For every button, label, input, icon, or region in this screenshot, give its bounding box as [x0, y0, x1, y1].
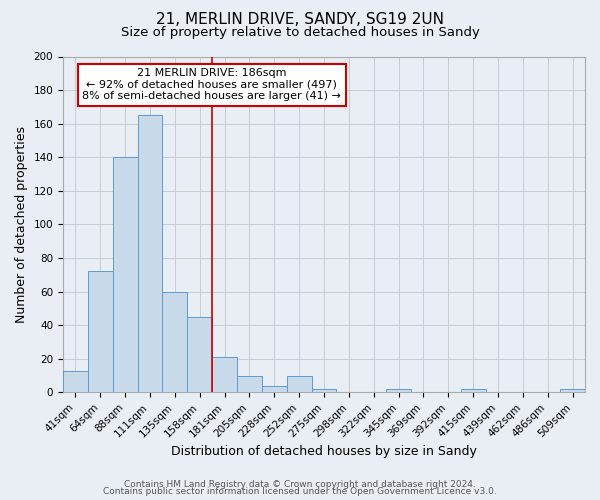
- Bar: [163, 292, 187, 392]
- Text: 21, MERLIN DRIVE, SANDY, SG19 2UN: 21, MERLIN DRIVE, SANDY, SG19 2UN: [156, 12, 444, 28]
- Bar: [237, 376, 262, 392]
- Text: Contains HM Land Registry data © Crown copyright and database right 2024.: Contains HM Land Registry data © Crown c…: [124, 480, 476, 489]
- Bar: [461, 389, 485, 392]
- Text: 21 MERLIN DRIVE: 186sqm
← 92% of detached houses are smaller (497)
8% of semi-de: 21 MERLIN DRIVE: 186sqm ← 92% of detache…: [82, 68, 341, 102]
- Text: Contains public sector information licensed under the Open Government Licence v3: Contains public sector information licen…: [103, 488, 497, 496]
- Bar: [560, 389, 585, 392]
- Bar: [88, 272, 113, 392]
- Bar: [287, 376, 311, 392]
- Bar: [187, 317, 212, 392]
- Bar: [262, 386, 287, 392]
- Bar: [212, 357, 237, 392]
- X-axis label: Distribution of detached houses by size in Sandy: Distribution of detached houses by size …: [171, 444, 477, 458]
- Bar: [113, 158, 137, 392]
- Bar: [311, 389, 337, 392]
- Bar: [386, 389, 411, 392]
- Bar: [137, 116, 163, 392]
- Text: Size of property relative to detached houses in Sandy: Size of property relative to detached ho…: [121, 26, 479, 39]
- Bar: [63, 370, 88, 392]
- Y-axis label: Number of detached properties: Number of detached properties: [15, 126, 28, 323]
